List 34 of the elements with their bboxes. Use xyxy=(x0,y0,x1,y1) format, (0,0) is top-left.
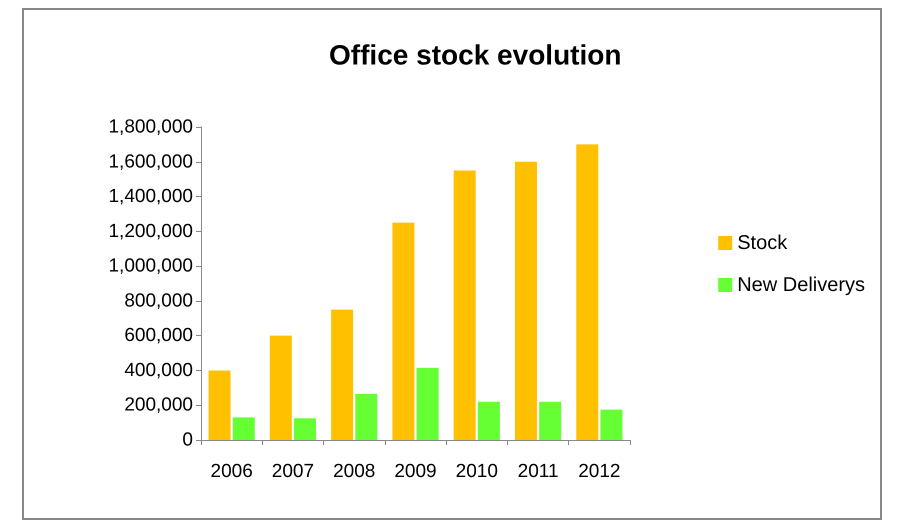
bar xyxy=(270,336,292,440)
bar xyxy=(478,402,500,440)
bar xyxy=(208,370,231,440)
x-tick-label: 2007 xyxy=(272,461,314,482)
y-tick-label: 1,000,000 xyxy=(108,256,193,277)
y-tick-label: 200,000 xyxy=(124,394,193,416)
y-tick-label: 400,000 xyxy=(124,360,193,381)
y-tick-label: 1,200,000 xyxy=(108,220,193,242)
bar xyxy=(232,417,255,440)
bar xyxy=(294,418,316,440)
legend-label: Stock xyxy=(737,232,788,254)
bar xyxy=(600,410,622,440)
y-tick-label: 1,400,000 xyxy=(108,186,193,208)
chart-title: Office stock evolution xyxy=(329,40,622,70)
bar xyxy=(514,162,537,440)
legend-label: New Deliverys xyxy=(737,274,866,296)
bar xyxy=(331,310,354,440)
y-tick-label: 1,600,000 xyxy=(108,151,193,172)
y-tick-label: 600,000 xyxy=(124,325,193,346)
y-tick-label: 0 xyxy=(182,430,193,450)
bar xyxy=(539,402,562,440)
x-tick-label: 2012 xyxy=(578,461,620,482)
y-tick-label: 1,800,000 xyxy=(108,116,193,138)
y-tick-label: 800,000 xyxy=(124,290,193,312)
x-tick-label: 2009 xyxy=(394,461,437,482)
bar xyxy=(576,144,598,440)
bar xyxy=(416,368,439,440)
x-tick-label: 2006 xyxy=(210,461,253,482)
x-tick-label: 2011 xyxy=(518,461,558,482)
bar xyxy=(454,170,476,440)
x-tick-label: 2010 xyxy=(456,461,498,482)
bar xyxy=(392,222,414,440)
x-tick-label: 2008 xyxy=(333,461,376,482)
bar xyxy=(355,394,378,440)
